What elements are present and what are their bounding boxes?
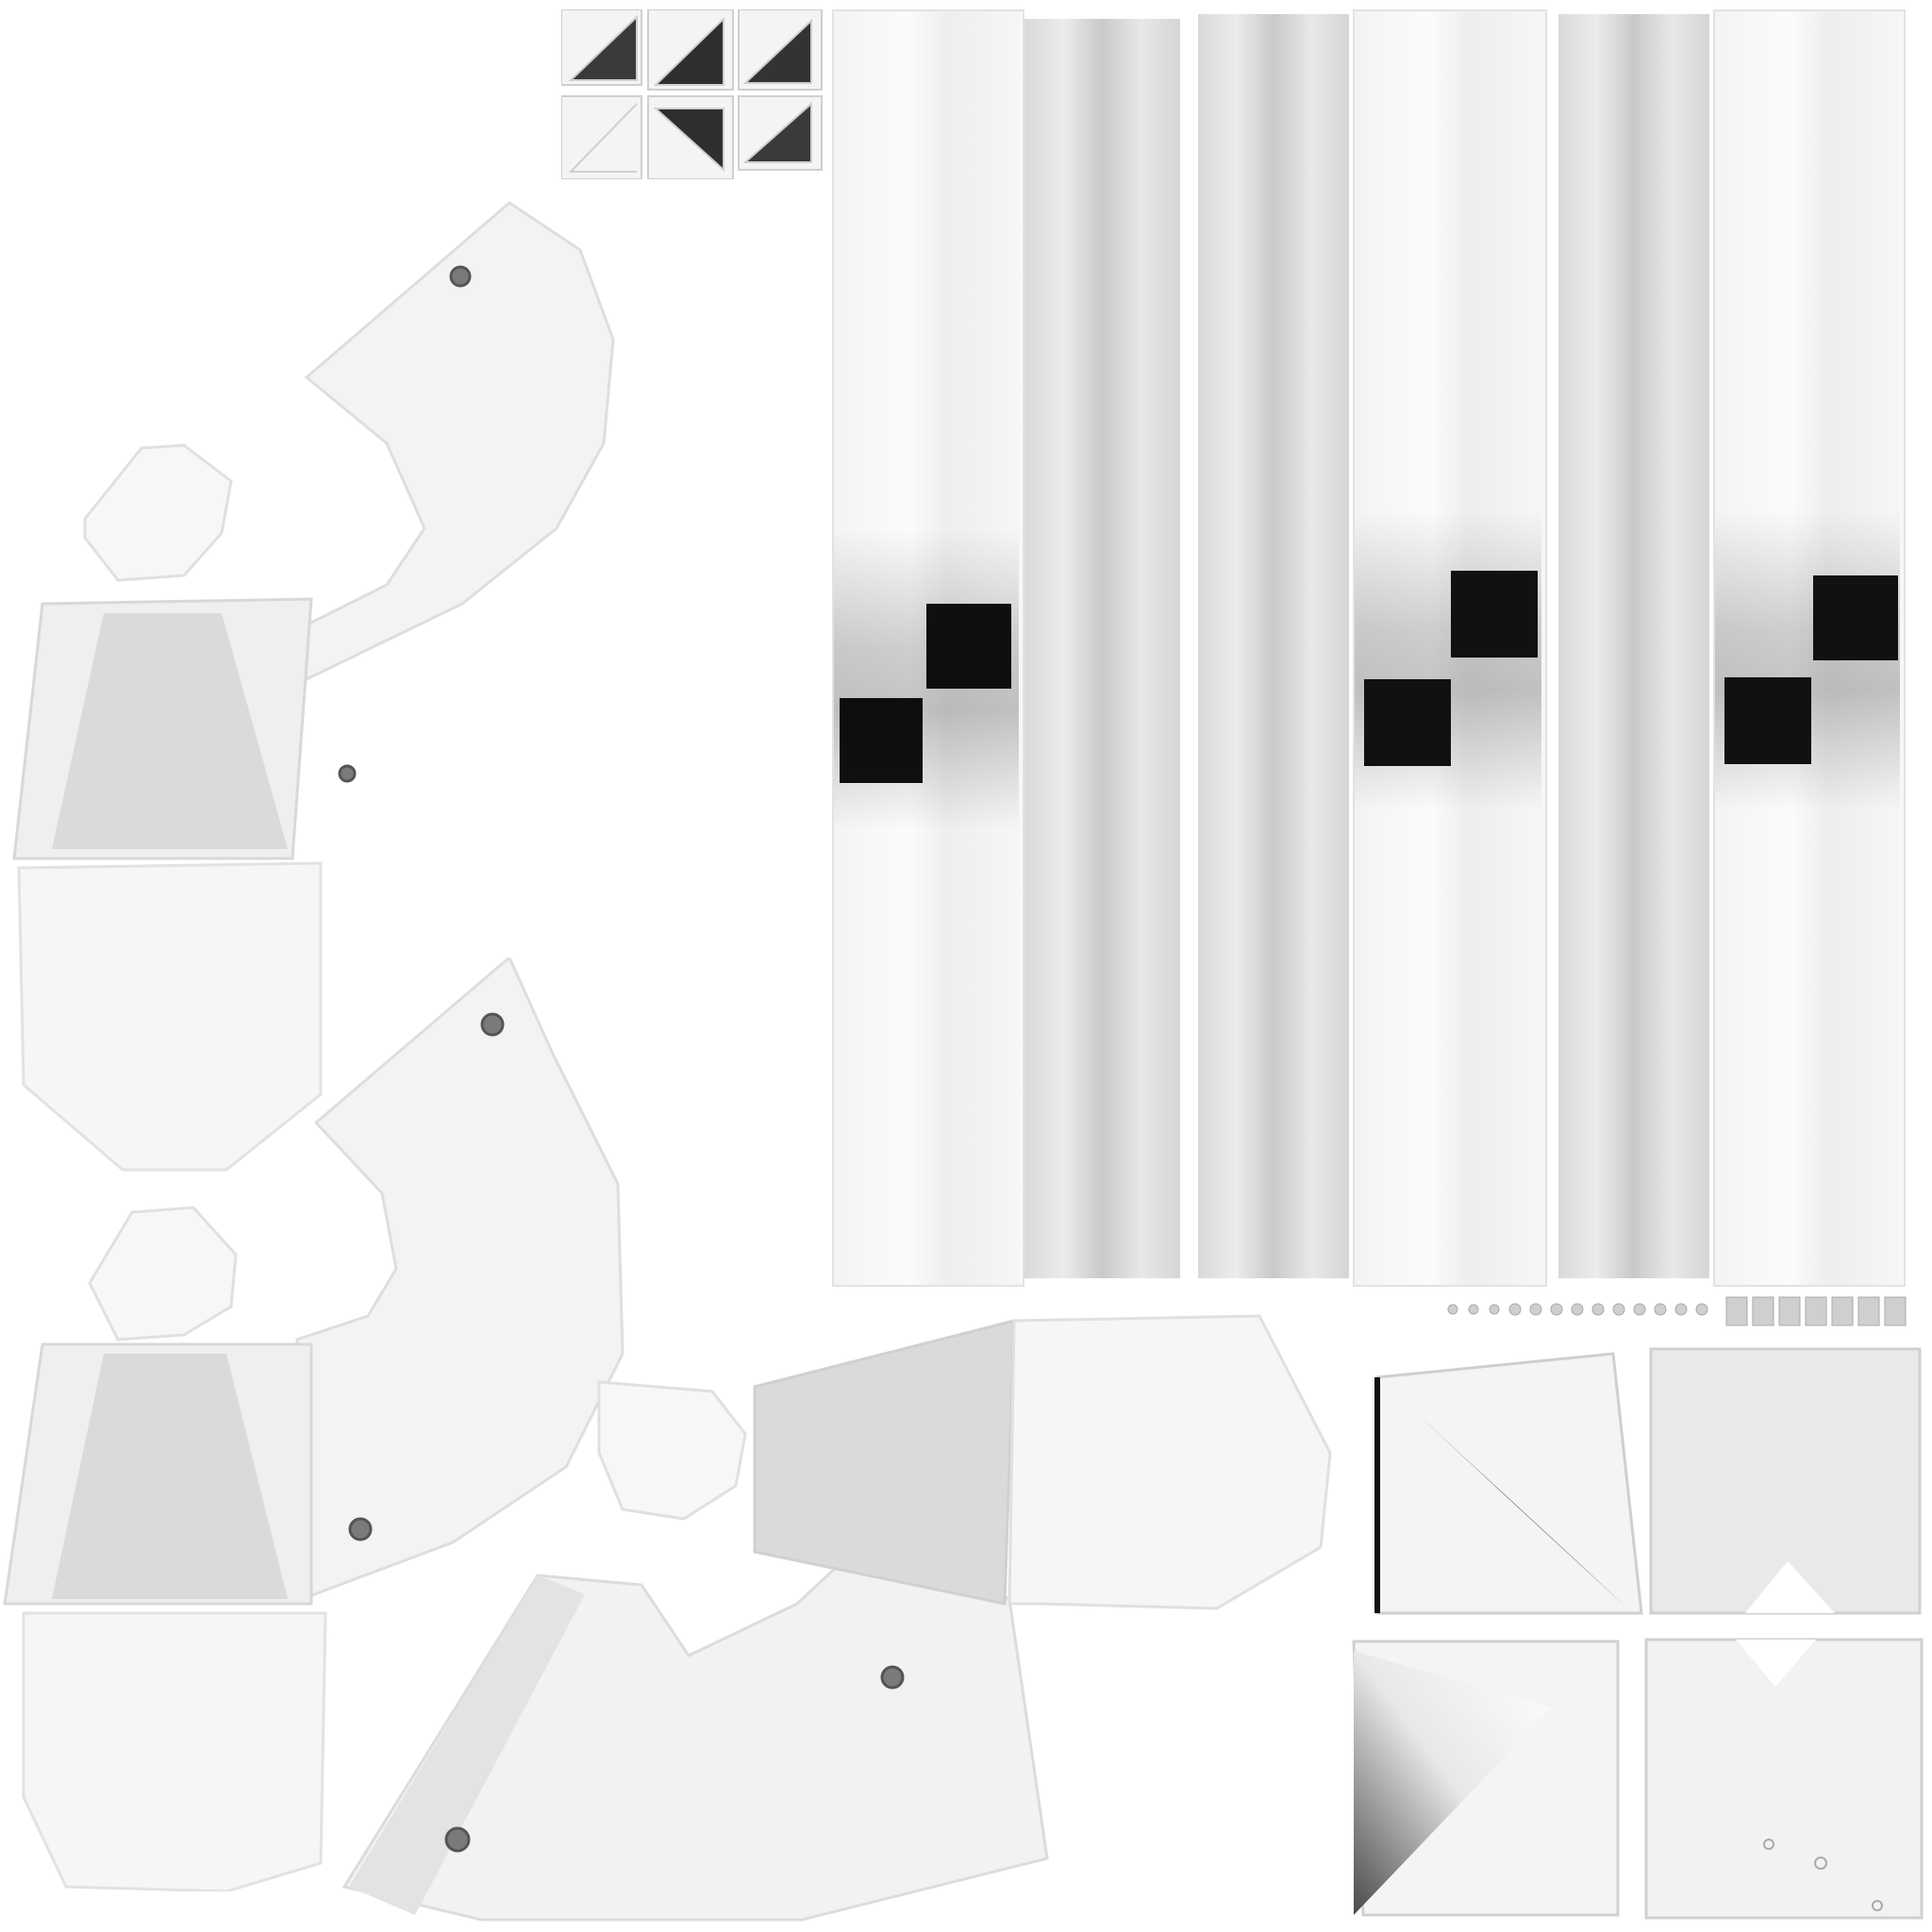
shade-gradient-1 (834, 528, 1019, 830)
shade-gradient-3 (1715, 509, 1900, 811)
wall-strip-1b (1024, 19, 1180, 1278)
corner-tiles (1352, 1347, 1924, 1920)
small-fragments-row (1447, 1296, 1907, 1326)
shade-gradient-2 (1355, 509, 1541, 811)
shape-group-1 (12, 201, 615, 1172)
shadow-block-2a (1451, 571, 1538, 658)
shadow-block-1b (840, 698, 923, 783)
shape-group-2 (3, 958, 625, 1891)
wall-strip-3a (1558, 14, 1709, 1278)
wall-strip-2a (1198, 14, 1349, 1278)
shadow-block-2b (1364, 679, 1451, 766)
shape-group-3 (341, 1314, 1332, 1922)
shadow-block-1a (926, 604, 1011, 689)
shadow-block-3a (1813, 575, 1898, 660)
shadow-block-3b (1724, 677, 1811, 764)
triangle-tiles (561, 9, 823, 179)
